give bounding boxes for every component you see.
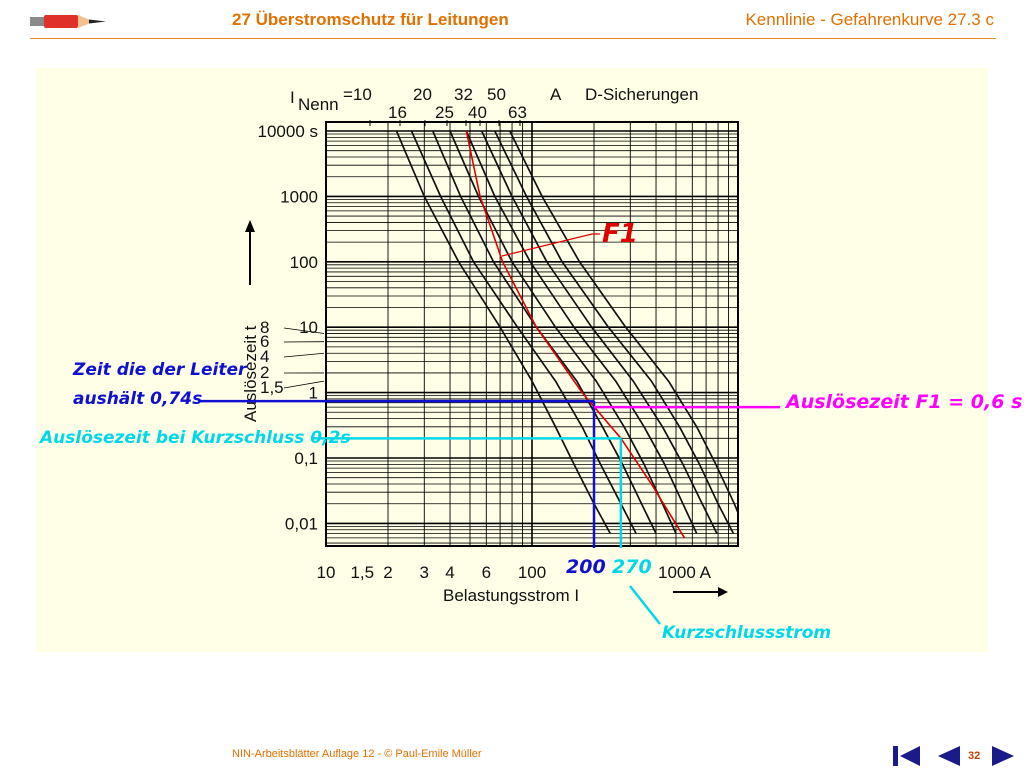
inenn-subscript: Nenn — [298, 95, 339, 114]
y-tick-label: 10000 s — [258, 122, 319, 141]
y-axis-arrow-head — [245, 220, 255, 232]
x-tick-label: 100 — [518, 563, 546, 582]
x-tick-label: 6 — [482, 563, 491, 582]
slide-navigation: 32 — [892, 744, 1016, 770]
curve-25 — [450, 131, 676, 534]
previous-slide-icon[interactable] — [934, 744, 962, 768]
inenn-unit: A — [550, 85, 562, 104]
curve-40 — [482, 131, 717, 534]
curve-63 — [510, 131, 747, 534]
x-tick-label: 4 — [445, 563, 454, 582]
leiter-note-line1: Zeit die der Leiter — [72, 360, 248, 380]
x-tick-label: 1000 A — [658, 563, 712, 582]
y-sub-label: 1,5 — [260, 378, 284, 397]
leiter-current-label: 200 — [566, 556, 606, 578]
chart-grid — [326, 122, 738, 546]
curve-50 — [495, 131, 734, 534]
kurzschluss-current-label: 270 — [612, 556, 652, 578]
inenn-equals: =10 — [343, 85, 372, 104]
y-tick-label: 0,1 — [294, 449, 318, 468]
x-tick-label: 2 — [383, 563, 392, 582]
y-tick-label: 10 — [299, 318, 318, 337]
inenn-label-50: 50 — [487, 85, 506, 104]
x-axis-arrow-head — [718, 587, 728, 597]
x-axis-label: Belastungsstrom I — [443, 586, 579, 605]
first-slide-icon[interactable] — [892, 744, 922, 768]
kurzschlussstrom-leader — [630, 586, 660, 624]
y-tick-label: 100 — [290, 253, 318, 272]
kurzschlussstrom-label: Kurzschlussstrom — [662, 623, 831, 643]
inenn-label-20: 20 — [413, 85, 432, 104]
y-sub-leader — [284, 353, 324, 357]
curve-f1 — [466, 131, 684, 538]
inenn-label-32: 32 — [454, 85, 473, 104]
inenn-label-40: 40 — [468, 103, 487, 122]
kurzschluss-zeit-note: Auslösezeit bei Kurzschluss 0,2s — [38, 428, 351, 448]
next-slide-icon[interactable] — [990, 744, 1016, 768]
footer-text: NIN-Arbeitsblätter Auflage 12 - © Paul-E… — [232, 748, 482, 760]
f1-label: F1 — [602, 219, 638, 249]
inenn-label-16: 16 — [388, 103, 407, 122]
y-tick-label: 1000 — [280, 187, 318, 206]
curve-32 — [466, 131, 696, 534]
leiter-note-line2: aushält 0,74s — [73, 389, 202, 409]
f1-zeit-note: Auslösezeit F1 = 0,6 s — [784, 391, 1022, 413]
y-tick-label: 0,01 — [285, 514, 318, 533]
inenn-label-25: 25 — [435, 103, 454, 122]
x-tick-label: 3 — [420, 563, 429, 582]
fuse-curves — [397, 131, 747, 538]
page-number: 32 — [968, 750, 980, 762]
y-tick-label: 1 — [309, 384, 318, 403]
x-tick-label: 1,5 — [350, 563, 374, 582]
inenn-prefix: I — [290, 88, 295, 107]
inenn-label-63: 63 — [508, 103, 527, 122]
x-tick-label: 10 — [317, 563, 336, 582]
chart-header-label: D-Sicherungen — [585, 85, 698, 104]
y-sub-leader — [284, 381, 324, 388]
inenn-values: 20 32 50 16 25 40 63 — [370, 85, 527, 126]
curve-20 — [433, 131, 656, 534]
